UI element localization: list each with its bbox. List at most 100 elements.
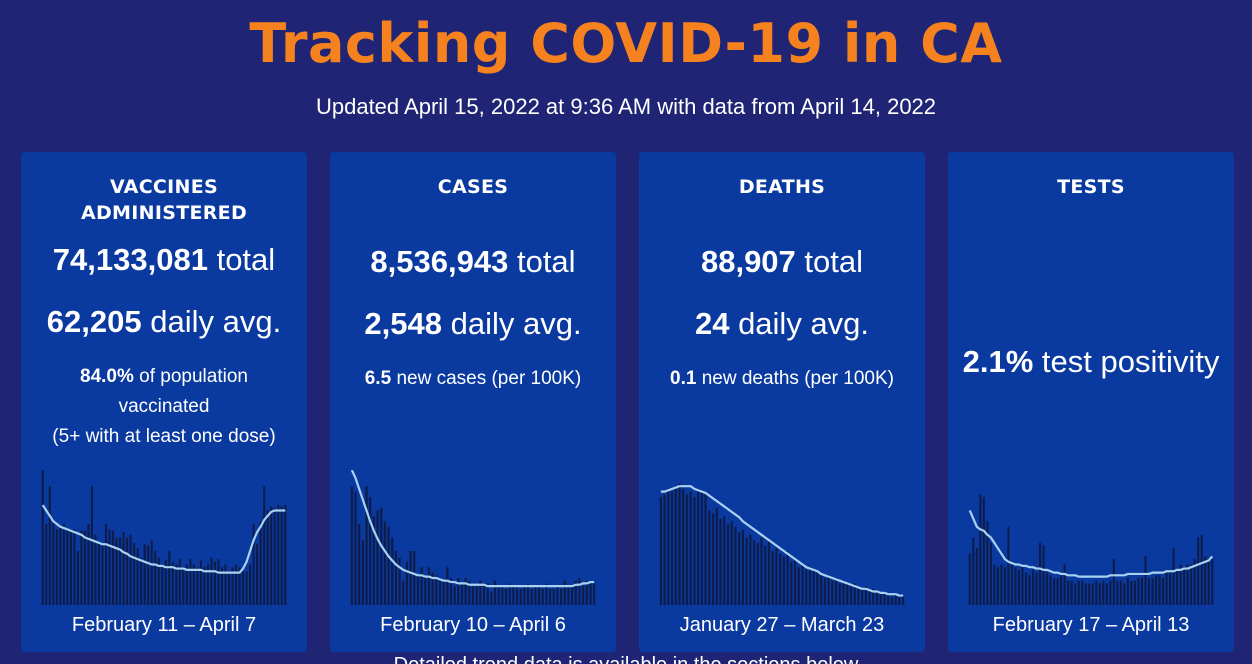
- tests-bar: [1105, 583, 1108, 605]
- cases-bar: [563, 580, 566, 605]
- vaccines-daily-value: 62,205: [46, 304, 142, 339]
- tests-bar: [1024, 572, 1028, 605]
- tests-bar: [1211, 559, 1214, 605]
- vaccines-bar: [62, 524, 65, 605]
- tests-bar: [968, 553, 971, 605]
- deaths-total-unit: total: [804, 244, 864, 279]
- vaccines-bar: [277, 505, 280, 605]
- deaths-bar: [861, 588, 864, 605]
- deaths-bar: [734, 526, 737, 605]
- tests-bar: [1031, 569, 1035, 605]
- cases-bar: [549, 588, 552, 605]
- deaths-bar: [749, 534, 752, 605]
- vaccines-bar: [210, 557, 213, 605]
- vaccines-bar: [259, 521, 262, 605]
- vaccines-bar: [161, 564, 164, 605]
- tests-bar: [1014, 567, 1017, 605]
- tests-bar: [1197, 537, 1200, 605]
- vaccines-bar: [66, 529, 69, 605]
- vaccines-bar: [87, 524, 90, 605]
- tests-bar: [986, 521, 989, 605]
- cases-bar: [512, 586, 515, 605]
- tests-card[interactable]: TESTS 2.1% test positivity February 17 –…: [948, 152, 1234, 652]
- cases-bar: [413, 551, 416, 605]
- vaccines-daily-avg: 62,205 daily avg.: [21, 304, 307, 340]
- deaths-per100k-value: 0.1: [670, 368, 697, 389]
- cases-card[interactable]: CASES 8,536,943 total 2,548 daily avg. 6…: [330, 152, 616, 652]
- deaths-bar: [793, 559, 797, 605]
- cases-bar: [427, 567, 431, 605]
- vaccines-bar: [252, 524, 255, 605]
- deaths-bar: [887, 594, 890, 605]
- tests-bar: [1098, 583, 1101, 605]
- vaccines-bar: [234, 564, 238, 605]
- vaccines-bar: [256, 544, 259, 605]
- tests-bar: [1154, 575, 1158, 605]
- tests-bar: [1193, 559, 1196, 605]
- deaths-bar: [875, 591, 879, 605]
- tests-bar: [1165, 572, 1168, 605]
- cases-bar: [460, 583, 464, 605]
- vaccines-daily-unit: daily avg.: [150, 304, 282, 339]
- vaccines-bar: [52, 521, 55, 605]
- cases-daily-value: 2,548: [364, 306, 442, 341]
- vaccines-bar: [213, 561, 217, 605]
- deaths-bar: [842, 580, 845, 605]
- cases-bar: [585, 580, 588, 605]
- deaths-bar: [756, 542, 759, 605]
- deaths-bar: [816, 572, 819, 605]
- cases-bar: [431, 572, 434, 605]
- vaccines-bar: [115, 537, 118, 605]
- deaths-bar: [820, 575, 823, 605]
- vaccines-bar: [245, 571, 248, 605]
- deaths-bar: [659, 497, 662, 605]
- deaths-bar: [827, 575, 830, 605]
- deaths-card[interactable]: DEATHS 88,907 total 24 daily avg. 0.1 ne…: [639, 152, 925, 652]
- vaccines-bar: [90, 486, 94, 605]
- tests-bar: [1038, 542, 1042, 605]
- cases-bar: [387, 526, 390, 605]
- deaths-date-range: January 27 – March 23: [679, 614, 885, 636]
- deaths-bar: [868, 591, 871, 605]
- vaccines-bar: [270, 506, 273, 605]
- vaccines-bar: [203, 567, 206, 605]
- vaccines-bar: [199, 560, 202, 605]
- vaccines-bar: [101, 545, 104, 605]
- deaths-bar: [689, 491, 692, 605]
- tests-bar: [1186, 564, 1189, 605]
- tests-bar: [1007, 526, 1010, 605]
- vaccines-card[interactable]: VACCINES ADMINISTERED 74,133,081 total 6…: [21, 152, 307, 652]
- deaths-bar: [801, 564, 804, 605]
- updated-timestamp: Updated April 15, 2022 at 9:36 AM with d…: [315, 94, 937, 119]
- deaths-sparkline-chart: [659, 483, 905, 605]
- cases-bar: [354, 491, 357, 605]
- vaccines-bar: [94, 534, 97, 605]
- tests-bar: [1130, 580, 1133, 605]
- cases-bar: [383, 521, 386, 605]
- cases-bar: [435, 575, 438, 605]
- cases-bar: [358, 524, 361, 605]
- vaccines-bar: [224, 564, 227, 605]
- tests-bar: [1067, 580, 1070, 605]
- cases-bar: [497, 586, 500, 605]
- deaths-bar: [715, 507, 718, 605]
- deaths-bar: [902, 596, 905, 605]
- vaccines-bar: [97, 542, 101, 605]
- cases-bar: [372, 515, 375, 605]
- vaccines-note: 84.0% of population vaccinated (5+ with …: [21, 362, 307, 452]
- deaths-bar: [771, 551, 774, 605]
- tests-bar: [975, 548, 978, 605]
- vaccines-note-text: of population: [139, 366, 248, 387]
- deaths-bar: [752, 540, 756, 605]
- tests-bar: [1126, 578, 1129, 605]
- tests-bar: [979, 494, 982, 605]
- deaths-bar: [823, 578, 826, 605]
- tests-bar: [1183, 567, 1186, 605]
- tests-bar: [1151, 578, 1154, 605]
- cases-bar: [571, 586, 574, 605]
- tests-bar: [1095, 580, 1098, 605]
- deaths-daily-unit: daily avg.: [738, 306, 870, 341]
- cases-bar: [486, 583, 489, 605]
- vaccines-total-unit: total: [216, 242, 276, 277]
- tests-bar: [1081, 580, 1084, 605]
